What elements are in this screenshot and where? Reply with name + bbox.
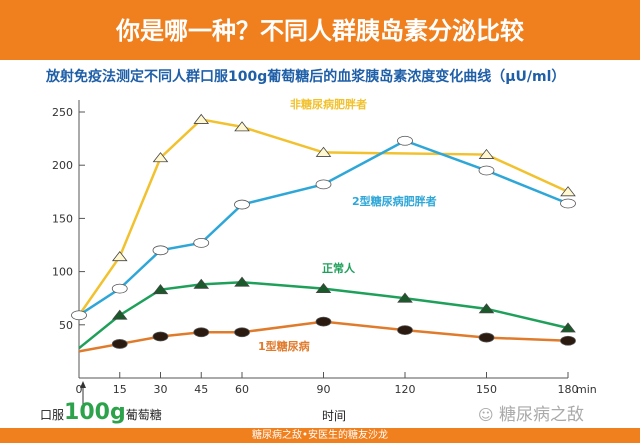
y-tick-label: 150 (52, 212, 73, 225)
oral-prefix: 口服 (40, 408, 65, 422)
oral-glucose-note: 口服100g葡萄糖 (40, 400, 162, 425)
x-axis-label: 时间 (322, 409, 347, 423)
data-point (71, 310, 87, 321)
y-tick-label: 250 (52, 106, 73, 119)
watermark: ☺ 糖尿病之敌 (478, 400, 584, 425)
arrow-head-icon (80, 381, 86, 388)
x-tick-label: 90 (317, 383, 331, 396)
data-point (315, 316, 332, 327)
data-point (152, 284, 169, 295)
chart-title: 放射免疫法测定不同人群口服100g葡萄糖后的血浆胰岛素浓度变化曲线（μU/ml） (46, 69, 566, 85)
data-point (152, 331, 169, 342)
data-point (397, 292, 413, 303)
data-point (478, 148, 495, 159)
x-tick-label: 0 (76, 383, 83, 396)
x-tick-label: 120 (395, 383, 416, 396)
oral-suffix: 葡萄糖 (125, 408, 162, 422)
data-point (193, 278, 210, 289)
data-point (315, 179, 332, 190)
wechat-icon: ☺ (478, 406, 494, 424)
data-point (315, 146, 332, 157)
data-point (234, 199, 250, 210)
data-point (193, 237, 210, 248)
x-tick-label: 45 (194, 383, 208, 396)
data-point (478, 332, 495, 343)
series-label: 1型糖尿病 (258, 339, 310, 353)
x-tick-label: 180 (558, 383, 579, 396)
y-tick-label: 100 (52, 266, 73, 279)
data-point (193, 327, 210, 338)
series-label: 正常人 (322, 261, 356, 275)
series-label: 2型糖尿病肥胖者 (352, 194, 437, 208)
watermark-text: 糖尿病之敌 (499, 405, 585, 425)
y-tick-label: 50 (59, 319, 73, 332)
data-point (478, 165, 495, 176)
data-point (560, 198, 576, 209)
page-title: 你是哪一种？不同人群胰岛素分泌比较 (0, 0, 640, 60)
data-point (152, 245, 169, 256)
data-point (193, 113, 210, 124)
data-point (315, 282, 332, 294)
data-point (234, 121, 250, 132)
data-point (478, 303, 495, 314)
data-point (111, 251, 128, 262)
x-tick-label: 150 (476, 383, 497, 396)
x-tick-label: 15 (113, 383, 127, 396)
data-point (152, 152, 169, 163)
y-tick-label: 200 (52, 159, 73, 172)
data-point (560, 186, 576, 197)
data-point (111, 283, 128, 294)
data-point (560, 322, 576, 333)
data-point (234, 327, 250, 338)
data-point (111, 309, 128, 320)
data-point (560, 335, 576, 346)
oral-amount: 100g (64, 400, 126, 425)
data-point (397, 135, 413, 146)
data-point (397, 325, 413, 336)
series-line (77, 118, 569, 316)
data-point (111, 339, 128, 349)
data-point (234, 276, 250, 287)
footer: 糖尿病之敌•安医生的糖友沙龙 (0, 428, 640, 443)
x-tick-label: 60 (235, 383, 249, 396)
x-unit-label: min (576, 383, 597, 396)
x-tick-label: 30 (154, 383, 168, 396)
series-label: 非糖尿病肥胖者 (290, 97, 367, 111)
